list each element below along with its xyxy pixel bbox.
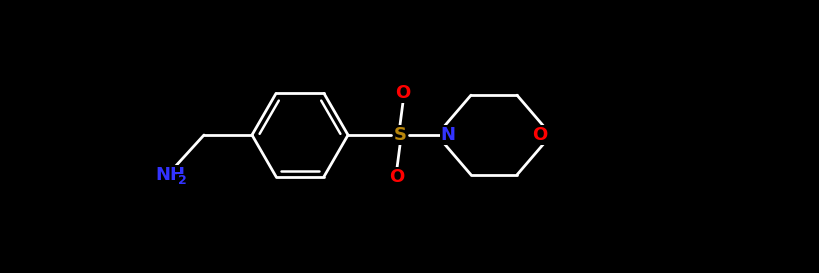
Text: S: S [393, 126, 406, 144]
Text: O: O [532, 126, 548, 144]
Text: O: O [396, 84, 410, 102]
Text: N: N [441, 126, 455, 144]
Text: NH: NH [155, 166, 185, 184]
Text: 2: 2 [178, 174, 187, 188]
Text: O: O [389, 168, 405, 186]
